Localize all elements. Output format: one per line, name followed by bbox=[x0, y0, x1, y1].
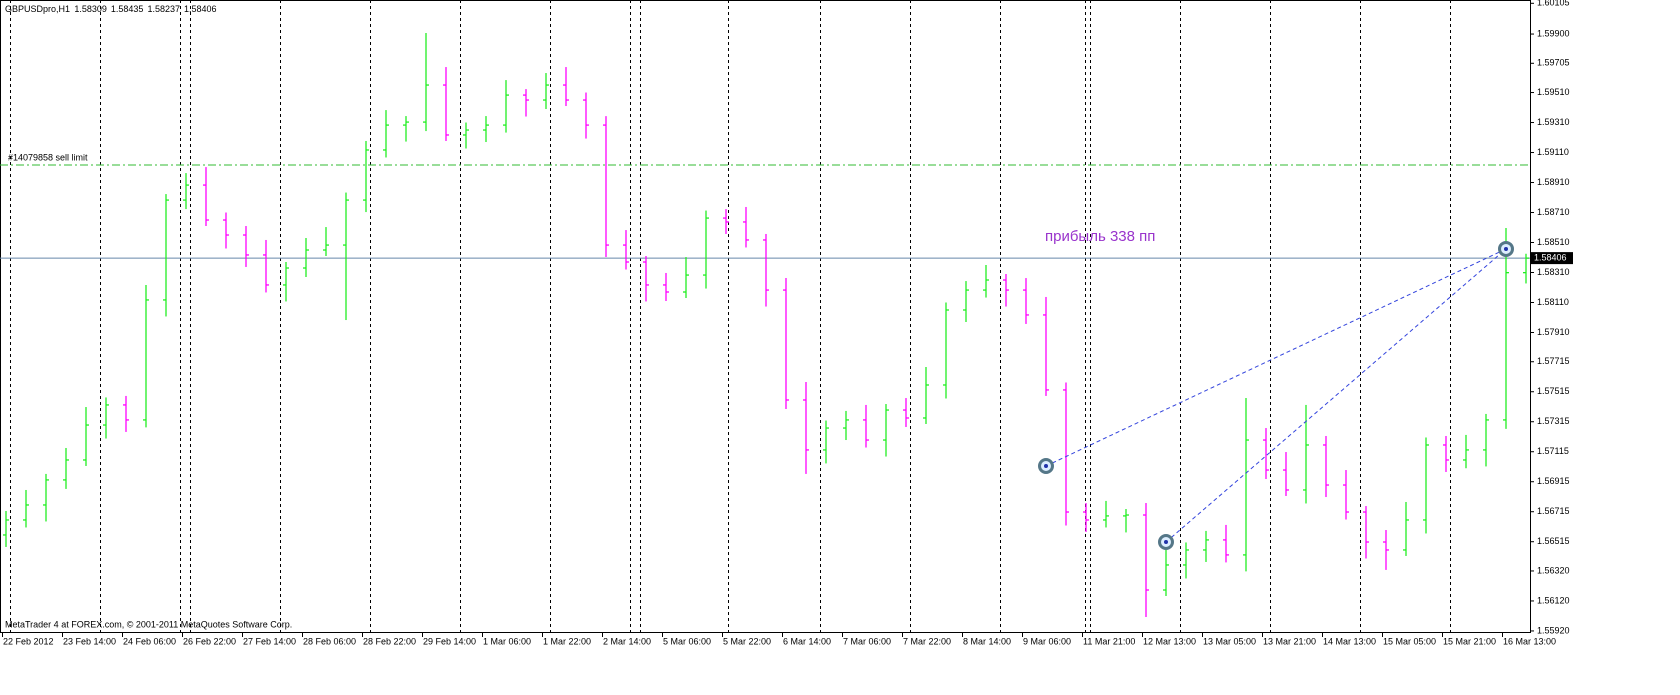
y-tick-label: 1.59310 bbox=[1537, 117, 1570, 127]
trade-marker-dot bbox=[1504, 246, 1508, 251]
x-tick-label: 5 Mar 06:00 bbox=[663, 636, 711, 646]
x-tick-label: 29 Feb 14:00 bbox=[423, 636, 476, 646]
symbol: GBPUSDpro,H1 bbox=[5, 4, 70, 14]
x-tick-label: 9 Mar 06:00 bbox=[1023, 636, 1071, 646]
y-tick-label: 1.59510 bbox=[1537, 87, 1570, 97]
x-tick-label: 6 Mar 14:00 bbox=[783, 636, 831, 646]
plot-area bbox=[0, 0, 1531, 633]
y-tick-label: 1.59110 bbox=[1537, 147, 1569, 157]
x-tick-label: 27 Feb 14:00 bbox=[243, 636, 296, 646]
x-tick-label: 8 Mar 14:00 bbox=[963, 636, 1011, 646]
y-tick-label: 1.58510 bbox=[1537, 237, 1570, 247]
header-close: 1.58406 bbox=[184, 4, 217, 14]
header-open: 1.58309 bbox=[74, 4, 107, 14]
footer: MetaTrader 4 at FOREX.com, © 2001-2011 M… bbox=[5, 619, 292, 629]
trade-marker-dot bbox=[1164, 540, 1168, 545]
x-tick-label: 2 Mar 14:00 bbox=[603, 636, 651, 646]
y-tick-label: 1.56320 bbox=[1537, 565, 1570, 575]
y-tick-label: 1.57115 bbox=[1537, 446, 1569, 456]
y-tick-label: 1.55920 bbox=[1537, 625, 1570, 635]
x-tick-label: 15 Mar 21:00 bbox=[1443, 636, 1496, 646]
x-tick-label: 1 Mar 06:00 bbox=[483, 636, 531, 646]
x-tick-label: 5 Mar 22:00 bbox=[723, 636, 771, 646]
x-tick-label: 24 Feb 06:00 bbox=[123, 636, 176, 646]
x-tick-label: 22 Feb 2012 bbox=[3, 636, 54, 646]
price-label: 1.58406 bbox=[1534, 252, 1567, 262]
x-tick-label: 26 Feb 22:00 bbox=[183, 636, 236, 646]
sell-limit-label: #14079858 sell limit bbox=[8, 152, 88, 162]
y-tick-label: 1.57910 bbox=[1537, 327, 1570, 337]
y-tick-label: 1.59705 bbox=[1537, 58, 1570, 68]
header-high: 1.58435 bbox=[111, 4, 144, 14]
x-tick-label: 11 Mar 21:00 bbox=[1083, 636, 1135, 646]
x-tick-label: 1 Mar 22:00 bbox=[543, 636, 591, 646]
x-tick-label: 7 Mar 06:00 bbox=[843, 636, 891, 646]
y-tick-label: 1.57515 bbox=[1537, 386, 1570, 396]
x-tick-label: 13 Mar 21:00 bbox=[1263, 636, 1316, 646]
y-tick-label: 1.59900 bbox=[1537, 28, 1570, 38]
trade-line bbox=[1045, 248, 1507, 467]
x-tick-label: 13 Mar 05:00 bbox=[1203, 636, 1256, 646]
profit-annotation: прибыль 338 пп bbox=[1045, 228, 1155, 245]
x-tick-label: 28 Feb 22:00 bbox=[363, 636, 416, 646]
y-tick-label: 1.58110 bbox=[1537, 297, 1569, 307]
y-tick-label: 1.56715 bbox=[1537, 506, 1570, 516]
chart-header: GBPUSDpro,H1 1.58309 1.58435 1.58237 1.58406 bbox=[5, 4, 217, 14]
y-tick-label: 1.57315 bbox=[1537, 416, 1570, 426]
x-tick-label: 16 Mar 13:00 bbox=[1503, 636, 1556, 646]
trade-marker-dot bbox=[1044, 463, 1048, 468]
x-tick-label: 15 Mar 05:00 bbox=[1383, 636, 1436, 646]
y-tick-label: 1.57715 bbox=[1537, 356, 1570, 366]
x-tick-label: 7 Mar 22:00 bbox=[903, 636, 951, 646]
y-tick-label: 1.56515 bbox=[1537, 536, 1570, 546]
x-tick-label: 23 Feb 14:00 bbox=[63, 636, 116, 646]
y-tick-label: 1.60105 bbox=[1537, 0, 1570, 8]
trade-line bbox=[1165, 248, 1507, 543]
x-tick-label: 14 Mar 13:00 bbox=[1323, 636, 1376, 646]
y-tick-label: 1.58710 bbox=[1537, 207, 1570, 217]
x-tick-label: 28 Feb 06:00 bbox=[303, 636, 356, 646]
y-tick-label: 1.56915 bbox=[1537, 476, 1570, 486]
header-low: 1.58237 bbox=[147, 4, 180, 14]
price-label-bg bbox=[1531, 252, 1573, 265]
x-tick-label: 12 Mar 13:00 bbox=[1143, 636, 1196, 646]
y-tick-label: 1.56120 bbox=[1537, 595, 1570, 605]
y-tick-label: 1.58910 bbox=[1537, 177, 1570, 187]
y-tick-label: 1.58310 bbox=[1537, 267, 1570, 277]
